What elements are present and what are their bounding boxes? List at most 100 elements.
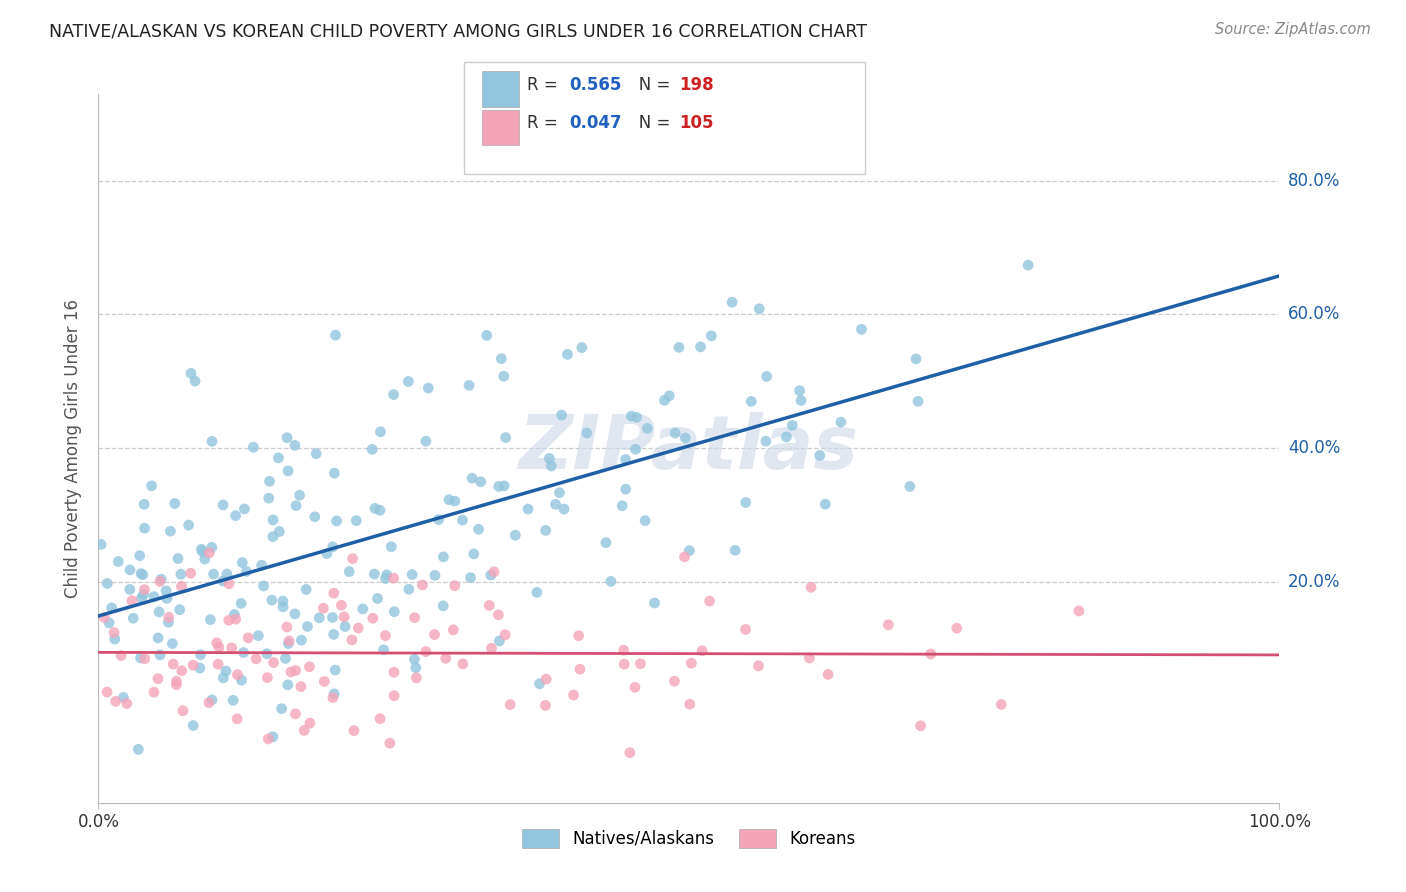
Point: [134, 521, 156, 535]
Point: [180, 367, 202, 381]
Point: [364, 501, 387, 516]
Point: [231, 596, 253, 610]
Text: 105: 105: [679, 114, 714, 132]
Point: [789, 384, 811, 398]
Point: [128, 549, 150, 563]
Text: ZIPatlas: ZIPatlas: [519, 412, 859, 484]
Point: [415, 434, 437, 449]
Point: [148, 605, 170, 619]
Point: [132, 567, 155, 582]
Point: [721, 295, 744, 310]
Point: [613, 643, 636, 657]
Point: [284, 607, 307, 621]
Text: R =: R =: [527, 114, 564, 132]
Point: [634, 514, 657, 528]
Point: [262, 730, 284, 744]
Point: [134, 651, 156, 665]
Point: [269, 524, 291, 539]
Point: [315, 547, 337, 561]
Point: [323, 663, 346, 677]
Point: [222, 693, 245, 707]
Point: [284, 664, 307, 678]
Point: [343, 723, 366, 738]
Point: [232, 645, 254, 659]
Point: [202, 567, 225, 582]
Point: [740, 394, 762, 409]
Point: [98, 615, 121, 630]
Point: [434, 651, 457, 665]
Point: [172, 704, 194, 718]
Point: [481, 641, 503, 656]
Point: [620, 409, 643, 423]
Point: [201, 541, 224, 555]
Point: [808, 449, 831, 463]
Point: [325, 514, 347, 528]
Point: [361, 442, 384, 457]
Point: [190, 542, 212, 557]
Point: [370, 425, 392, 439]
Point: [118, 582, 141, 597]
Point: [817, 667, 839, 681]
Point: [323, 687, 346, 701]
Point: [575, 425, 598, 440]
Point: [259, 474, 281, 488]
Point: [90, 537, 112, 551]
Point: [314, 674, 336, 689]
Point: [626, 410, 648, 425]
Point: [142, 685, 165, 699]
Point: [256, 647, 278, 661]
Point: [167, 551, 190, 566]
Point: [184, 374, 207, 388]
Point: [270, 701, 292, 715]
Point: [526, 585, 548, 599]
Point: [673, 549, 696, 564]
Point: [814, 497, 837, 511]
Point: [382, 387, 405, 401]
Point: [755, 369, 778, 384]
Text: 198: 198: [679, 76, 714, 94]
Point: [374, 571, 396, 585]
Point: [568, 629, 591, 643]
Text: 60.0%: 60.0%: [1288, 305, 1340, 324]
Point: [363, 566, 385, 581]
Text: 0.047: 0.047: [569, 114, 621, 132]
Text: N =: N =: [623, 114, 675, 132]
Point: [146, 631, 169, 645]
Point: [557, 347, 579, 361]
Point: [664, 674, 686, 689]
Point: [262, 530, 284, 544]
Point: [398, 582, 420, 597]
Point: [198, 546, 221, 560]
Point: [658, 389, 681, 403]
Point: [734, 623, 756, 637]
Point: [499, 698, 522, 712]
Point: [169, 602, 191, 616]
Point: [278, 633, 301, 648]
Point: [298, 660, 321, 674]
Point: [263, 656, 285, 670]
Point: [322, 540, 344, 554]
Point: [231, 673, 253, 688]
Point: [157, 610, 180, 624]
Point: [668, 340, 690, 354]
Point: [800, 580, 823, 594]
Point: [382, 665, 405, 680]
Point: [284, 438, 307, 452]
Point: [104, 694, 127, 708]
Point: [595, 535, 617, 549]
Point: [312, 601, 335, 615]
Point: [288, 488, 311, 502]
Point: [177, 518, 200, 533]
Point: [131, 591, 153, 605]
Point: [212, 671, 235, 685]
Point: [378, 736, 401, 750]
Point: [898, 479, 921, 493]
Point: [134, 497, 156, 511]
Point: [673, 431, 696, 445]
Point: [201, 693, 224, 707]
Point: [127, 742, 149, 756]
Text: Source: ZipAtlas.com: Source: ZipAtlas.com: [1215, 22, 1371, 37]
Point: [236, 631, 259, 645]
Point: [277, 678, 299, 692]
Point: [375, 567, 398, 582]
